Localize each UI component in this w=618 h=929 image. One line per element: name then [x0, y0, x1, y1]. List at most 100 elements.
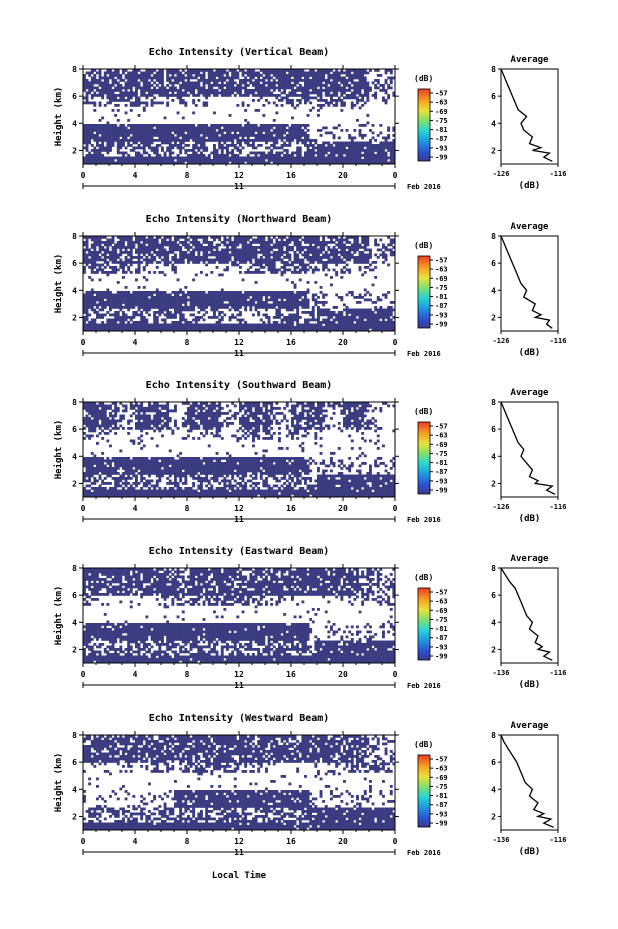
heatmap-cell [252, 271, 255, 274]
heatmap-cell [259, 328, 263, 332]
heatmap-cell [389, 156, 393, 160]
heatmap-cell [158, 94, 162, 97]
heatmap-cell [324, 256, 328, 259]
heatmap-cell [257, 328, 261, 332]
heatmap-cell [272, 253, 276, 257]
heatmap-cell [291, 116, 294, 120]
heatmap-cell [153, 298, 157, 302]
heatmap-cell [210, 124, 214, 127]
heatmap-cell [88, 89, 92, 92]
heatmap-cell [88, 326, 92, 329]
heatmap-cell [288, 313, 292, 317]
heatmap-cell [174, 126, 177, 130]
heatmap-cell [205, 159, 209, 162]
heatmap-cell [90, 86, 94, 90]
heatmap-cell [265, 156, 268, 160]
heatmap-cell [189, 256, 193, 259]
heatmap-cell [215, 256, 219, 259]
heatmap-cell [135, 151, 138, 155]
heatmap-cell [319, 258, 323, 262]
heatmap-cell [163, 156, 167, 160]
heatmap-cell [311, 76, 315, 80]
heatmap-cell [171, 91, 175, 95]
heatmap-cell [161, 94, 164, 97]
average-y-tick-label: 4 [491, 119, 496, 128]
heatmap-cell [314, 326, 318, 329]
heatmap-cell [241, 303, 245, 307]
heatmap-cell [244, 124, 248, 127]
heatmap-cell [231, 139, 235, 142]
heatmap-cell [181, 318, 185, 322]
heatmap-cell [309, 69, 313, 72]
heatmap-cell [122, 139, 125, 142]
heatmap-cell [153, 156, 157, 160]
heatmap-cell [280, 99, 284, 102]
heatmap-cell [387, 86, 391, 90]
heatmap-cell [202, 91, 206, 95]
heatmap-cell [106, 101, 110, 105]
heatmap-cell [275, 301, 279, 304]
heatmap-cell [340, 71, 344, 75]
heatmap-cell [142, 71, 146, 75]
heatmap-cell [122, 159, 125, 162]
heatmap-cell [267, 129, 271, 132]
heatmap-cell [288, 241, 292, 244]
heatmap-cell [109, 323, 112, 327]
heatmap-cell [85, 248, 89, 252]
heatmap-cell [98, 131, 102, 135]
heatmap-cell [382, 159, 385, 162]
heatmap-cell [148, 271, 151, 274]
heatmap-cell [114, 293, 118, 297]
heatmap-cell [197, 261, 201, 264]
heatmap-cell [88, 253, 92, 257]
heatmap-cell [343, 96, 346, 100]
heatmap-cell [98, 76, 102, 80]
heatmap-cell [119, 266, 123, 269]
heatmap-cell [340, 323, 344, 327]
heatmap-cell [226, 131, 229, 135]
heatmap-cell [322, 328, 326, 332]
heatmap-cell [119, 146, 123, 150]
heatmap-cell [267, 253, 271, 257]
heatmap-cell [194, 321, 198, 324]
heatmap-cell [291, 129, 294, 132]
heatmap-cell [137, 114, 141, 117]
heatmap-cell [194, 129, 198, 132]
heatmap-cell [205, 273, 209, 277]
heatmap-cell [140, 236, 144, 239]
heatmap-cell [265, 248, 268, 252]
heatmap-cell [148, 161, 151, 165]
heatmap-cell [340, 251, 344, 254]
heatmap-cell [85, 84, 89, 87]
heatmap-cell [374, 84, 378, 87]
heatmap-cell [223, 243, 227, 247]
heatmap-cell [132, 156, 136, 160]
heatmap-cell [389, 149, 393, 152]
heatmap-cell [272, 268, 276, 272]
heatmap-cell [137, 159, 141, 162]
heatmap-cell [239, 318, 242, 322]
heatmap-cell [184, 246, 188, 249]
heatmap-cell [109, 253, 112, 257]
heatmap-cell [168, 69, 172, 72]
heatmap-cell [106, 89, 110, 92]
heatmap-cell [267, 94, 271, 97]
heatmap-cell [218, 71, 222, 75]
heatmap-cell [202, 144, 206, 147]
heatmap-cell [174, 321, 177, 324]
heatmap-cell [228, 303, 232, 307]
heatmap-cell [220, 79, 224, 82]
heatmap-cell [179, 156, 183, 160]
heatmap-cell [132, 131, 136, 135]
heatmap-cell [200, 159, 203, 162]
heatmap-cell [202, 134, 206, 137]
heatmap-cell [83, 236, 86, 239]
heatmap-cell [228, 114, 232, 117]
heatmap-cell [350, 76, 354, 80]
heatmap-cell [285, 268, 289, 272]
heatmap-cell [252, 246, 255, 249]
heatmap-cell [363, 76, 367, 80]
heatmap-cell [246, 291, 250, 294]
heatmap-cell [192, 301, 196, 304]
heatmap-cell [202, 146, 206, 150]
